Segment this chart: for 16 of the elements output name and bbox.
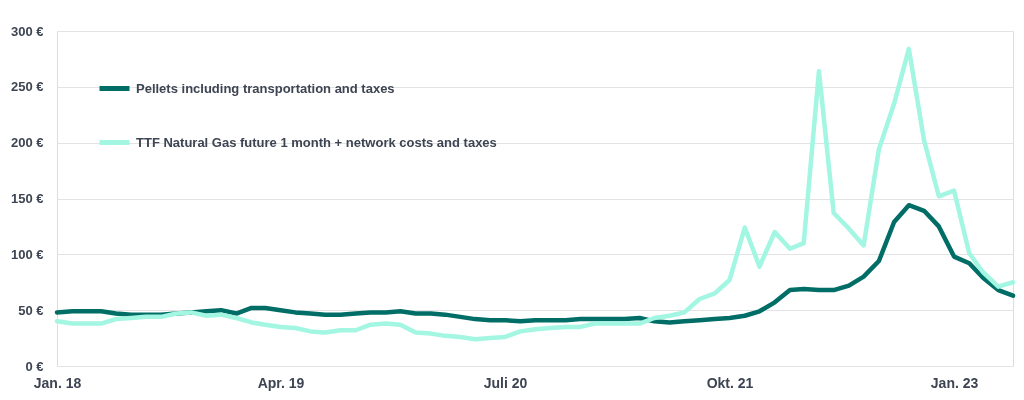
y-tick-label: 150 € xyxy=(10,191,44,206)
y-tick-label: 300 € xyxy=(10,23,44,39)
y-tick-label: 100 € xyxy=(10,246,44,262)
x-tick-label: Jan. 18 xyxy=(33,374,82,391)
line-series xyxy=(54,202,1016,325)
x-tick-label: Okt. 21 xyxy=(706,374,754,391)
y-tick-label: 200 € xyxy=(10,135,44,151)
x-tick-label: Jan. 23 xyxy=(930,374,979,391)
legend-label: Pellets including transportation and taxes xyxy=(136,80,395,96)
x-tick-label: Juli 20 xyxy=(483,374,528,391)
y-tick-label: 250 € xyxy=(10,79,44,95)
y-tick-label: 0 € xyxy=(25,358,44,374)
y-tick-label: 50 € xyxy=(18,302,44,318)
legend-label: TTF Natural Gas future 1 month + network costs and taxes xyxy=(136,134,497,150)
line-series xyxy=(54,46,1016,342)
x-tick-label: Apr. 19 xyxy=(257,374,305,391)
